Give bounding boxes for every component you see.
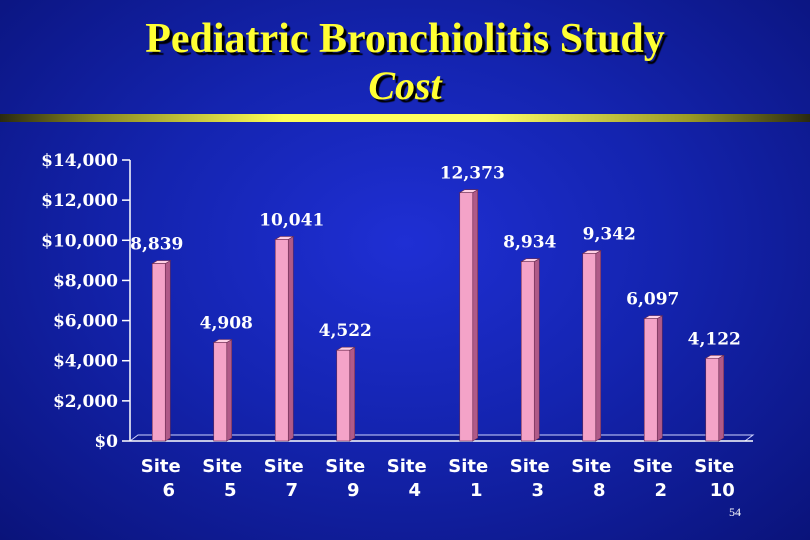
x-tick-label-line2: 1 — [470, 480, 483, 501]
y-tick-label: $0 — [94, 432, 118, 452]
bar-side — [164, 260, 171, 442]
x-tick-label-line1: Site — [571, 456, 611, 477]
x-tick-label-line2: 3 — [531, 480, 544, 501]
bar-data-label: 8,934 — [503, 233, 556, 253]
bar-side — [533, 258, 540, 442]
x-tick-label-line2: 7 — [285, 480, 298, 501]
bar — [643, 318, 658, 442]
x-tick-label-line1: Site — [264, 456, 304, 477]
x-tick-label-line2: 5 — [224, 480, 237, 501]
y-tick-label: $4,000 — [53, 352, 118, 372]
x-tick-label-line2: 8 — [593, 480, 606, 501]
bar-data-label: 4,522 — [319, 321, 372, 341]
bar — [336, 349, 351, 442]
bar-data-label: 4,908 — [200, 313, 253, 333]
x-tick-label-line1: Site — [448, 456, 488, 477]
x-tick-label-line1: Site — [633, 456, 673, 477]
x-tick-label-line1: Site — [141, 456, 181, 477]
bar — [459, 192, 474, 442]
bar-side — [718, 354, 725, 442]
title-divider — [0, 114, 810, 122]
y-tick-label: $12,000 — [41, 191, 118, 211]
bar-data-label: 8,839 — [130, 235, 183, 255]
y-tick-label: $8,000 — [53, 271, 118, 291]
bar-side — [287, 235, 294, 442]
x-tick-label-line1: Site — [694, 456, 734, 477]
bar-data-label: 10,041 — [259, 210, 324, 230]
bar-data-label: 6,097 — [626, 290, 679, 310]
slide-subtitle: Cost — [368, 63, 442, 108]
x-tick-label-line1: Site — [387, 456, 427, 477]
x-tick-label-line1: Site — [510, 456, 550, 477]
bar — [705, 357, 720, 442]
bar-side — [349, 346, 356, 442]
x-tick-label-line2: 6 — [162, 480, 175, 501]
x-tick-label-line2: 9 — [347, 480, 360, 501]
x-tick-label-line1: Site — [325, 456, 365, 477]
bar-side — [595, 249, 602, 442]
y-tick-label: $2,000 — [53, 392, 118, 412]
x-tick-label-line2: 2 — [654, 480, 667, 501]
bar — [213, 342, 228, 442]
bar-side — [656, 315, 663, 442]
chart-bars — [151, 189, 725, 442]
bar-side — [226, 338, 233, 442]
chart-labels: $0 $2,000 $4,000 $6,000 $8,000 $10,000 $12,000… — [41, 151, 741, 501]
x-tick-label-line2: 10 — [710, 480, 735, 501]
y-tick-label: $10,000 — [41, 231, 118, 251]
bar-data-label: 4,122 — [688, 329, 741, 349]
x-tick-label-line1: Site — [202, 456, 242, 477]
y-tick-label: $6,000 — [53, 312, 118, 332]
bar — [274, 239, 289, 442]
bar — [520, 261, 535, 442]
page-number: 54 — [729, 505, 741, 519]
bar-data-label: 9,342 — [583, 224, 636, 244]
slide-title: Pediatric Bronchiolitis Study — [145, 16, 665, 62]
x-tick-label-line2: 4 — [408, 480, 421, 501]
bar — [151, 263, 166, 442]
bar-side — [472, 189, 479, 442]
bar — [582, 253, 597, 442]
bar-data-label: 12,373 — [440, 164, 505, 184]
y-tick-label: $14,000 — [41, 151, 118, 171]
